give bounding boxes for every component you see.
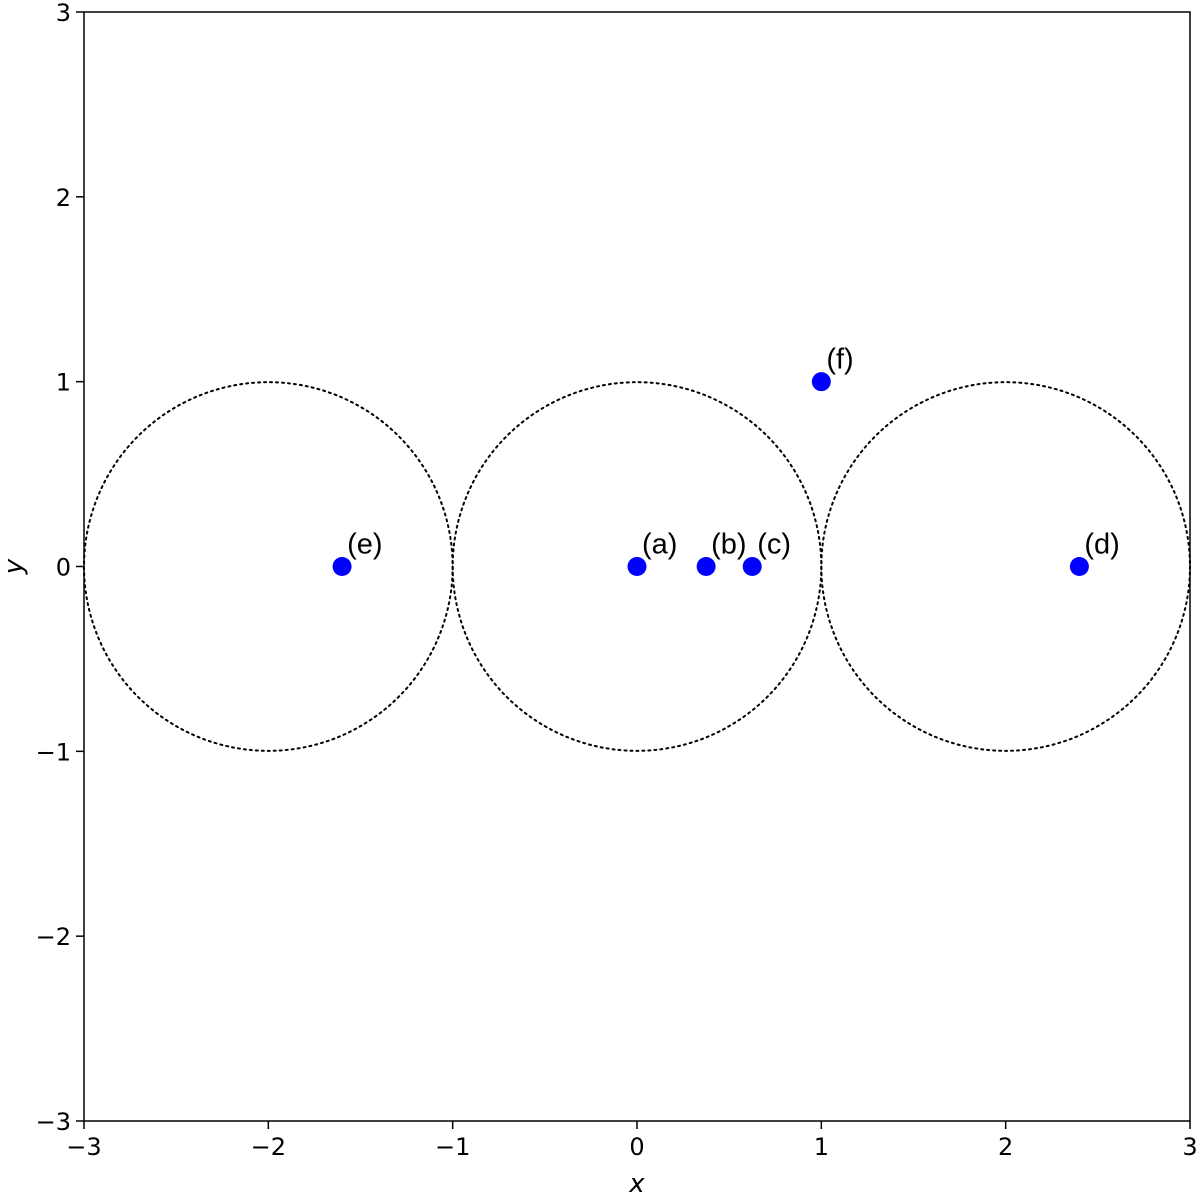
point-label-f: (f) [826,344,853,376]
point-c [742,557,762,576]
point-f [811,372,831,392]
point-a [627,557,647,576]
y-tick-label: 2 [56,184,71,212]
point-e [332,557,352,576]
x-tick-label: 1 [814,1133,829,1161]
point-label-c: (c) [757,529,791,561]
x-axis-ticks: −3 −2 −1 0 1 2 3 [66,1121,1198,1161]
x-tick-label: −1 [435,1133,470,1161]
y-axis-ticks: −3 −2 −1 0 1 2 3 [36,0,84,1136]
x-tick-label: 0 [629,1133,644,1161]
x-tick-label: −3 [66,1133,101,1161]
point-label-d: (d) [1084,529,1119,561]
x-axis-title: x [628,1169,645,1199]
x-tick-label: 2 [998,1133,1013,1161]
points-layer [332,372,1089,576]
x-tick-label: −2 [251,1133,286,1161]
y-tick-label: 0 [56,554,71,582]
y-axis-title: y [0,558,29,575]
x-tick-label: 3 [1182,1133,1197,1161]
y-tick-label: −3 [36,1108,71,1136]
y-tick-label: 3 [56,0,71,27]
y-tick-label: 1 [56,369,71,397]
y-tick-label: −2 [36,923,71,951]
point-b [696,557,716,576]
point-label-e: (e) [347,529,382,561]
point-d [1069,557,1089,576]
point-labels-layer: (a) (b) (c) (d) (e) (f) [347,344,1120,561]
point-label-a: (a) [642,529,677,561]
y-tick-label: −1 [36,738,71,766]
point-label-b: (b) [711,529,746,561]
